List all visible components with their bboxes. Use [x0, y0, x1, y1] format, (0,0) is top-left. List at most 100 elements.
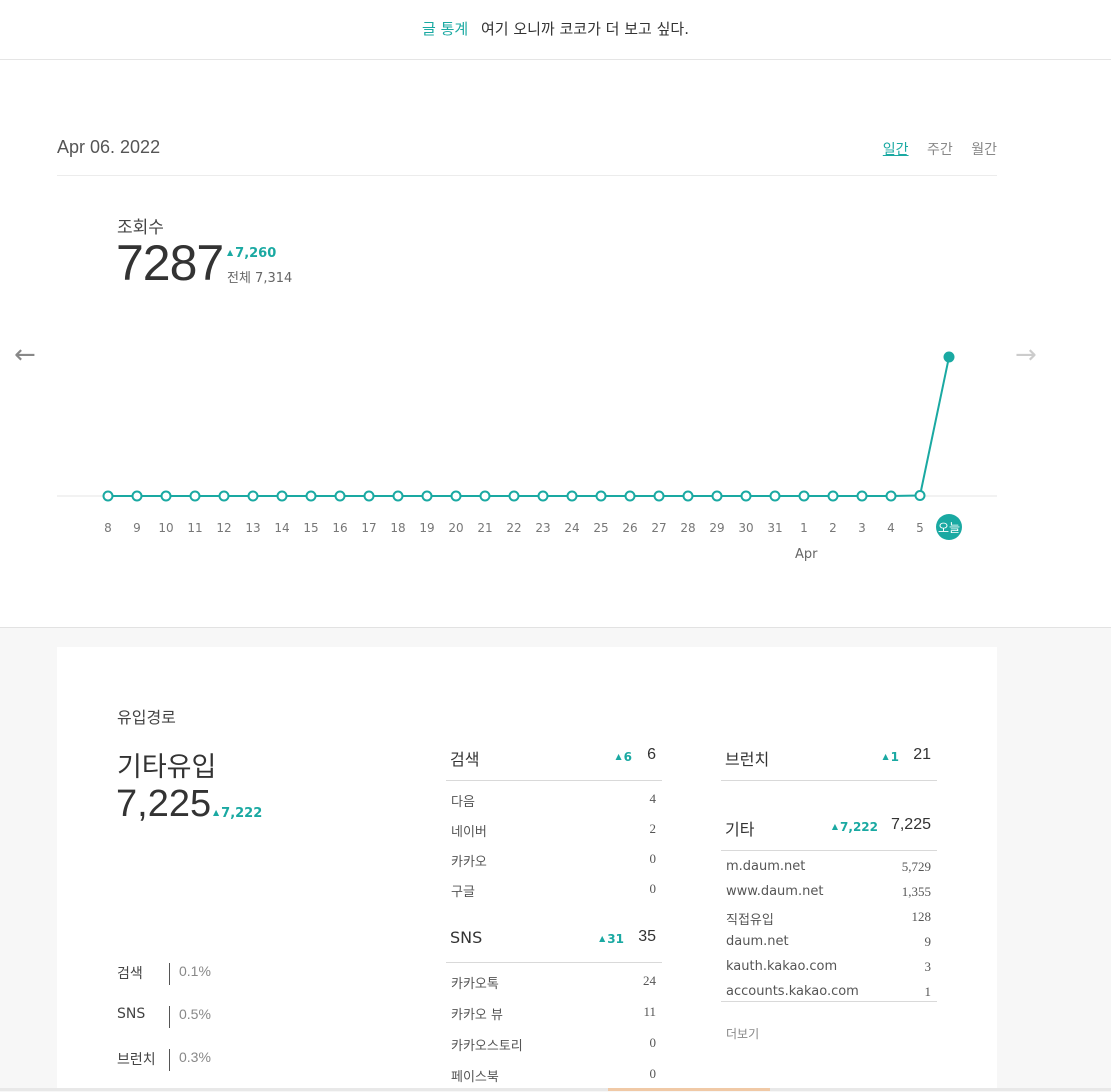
x-tick-label: 28	[680, 521, 695, 535]
share-label: 브런치	[117, 1052, 156, 1068]
today-badge	[936, 514, 962, 540]
data-point	[392, 490, 404, 502]
item-value: 0	[649, 1066, 657, 1081]
item-value: 0	[649, 881, 657, 896]
x-tick-label: 16	[332, 521, 347, 535]
share-percent: 0.1%	[179, 963, 211, 979]
item-value: 1	[924, 984, 932, 999]
x-tick-label: 3	[858, 521, 866, 535]
item-label: 카카오	[451, 855, 487, 870]
item-label: 직접유입	[726, 913, 774, 928]
referrer-title: 유입경로	[117, 708, 176, 727]
data-point	[479, 490, 491, 502]
up-triangle-icon: ▲	[227, 248, 234, 257]
list-item: 네이버 2	[446, 811, 662, 841]
up-triangle-icon: ▲	[882, 752, 889, 761]
item-label: 카카오스토리	[451, 1039, 523, 1054]
group-delta-value: 6	[623, 750, 632, 764]
group-header: 기타 ▲ 7,222 7,225	[721, 814, 937, 851]
date-header: Apr 06. 2022 일간 주간 월간	[57, 137, 997, 176]
x-tick-label: 30	[738, 521, 753, 535]
data-point	[537, 490, 549, 502]
referrer-panel	[57, 647, 997, 1091]
views-count: 7287	[116, 235, 224, 291]
share-label: SNS	[117, 1006, 146, 1022]
group-delta-value: 7,222	[840, 820, 878, 834]
item-value: 0	[649, 851, 657, 866]
item-label: 다음	[451, 795, 475, 810]
data-point	[595, 490, 607, 502]
x-tick-label: 25	[593, 521, 608, 535]
x-tick-label: 12	[216, 521, 231, 535]
x-tick-label: 20	[448, 521, 463, 535]
group-delta: ▲ 1	[882, 750, 899, 764]
tab-weekly[interactable]: 주간	[927, 142, 953, 158]
data-point	[450, 490, 462, 502]
x-tick-label: 23	[535, 521, 550, 535]
sns-group: SNS ▲ 31 35 카카오톡 24 카카오 뷰 11 카카오스토리 0 페이스북 0	[446, 926, 662, 1087]
data-point	[131, 490, 143, 502]
views-label: 조회수	[117, 218, 164, 238]
data-point	[508, 490, 520, 502]
group-value: 21	[913, 746, 931, 763]
list-item: 카카오스토리 0	[446, 1025, 662, 1056]
item-label: daum.net	[726, 934, 789, 949]
data-point	[566, 490, 578, 502]
share-percent: 0.5%	[179, 1006, 211, 1022]
list-item: www.daum.net 1,355	[721, 876, 937, 901]
header-accent-link[interactable]: 글 통계	[422, 20, 469, 38]
x-tick-label: 29	[709, 521, 724, 535]
x-tick-label: 19	[419, 521, 434, 535]
data-point	[682, 490, 694, 502]
group-name: 브런치	[725, 750, 770, 769]
month-label: Apr	[795, 547, 818, 562]
data-point	[653, 490, 665, 502]
group-delta-value: 31	[607, 932, 624, 946]
share-brunch: 브런치 0.3%	[117, 1049, 237, 1071]
top-header: 글 통계 여기 오니까 코코가 더 보고 싶다.	[0, 0, 1111, 60]
data-point	[276, 490, 288, 502]
arrow-left-icon[interactable]: ←	[14, 340, 36, 370]
tab-monthly[interactable]: 월간	[971, 142, 997, 158]
x-tick-label: 14	[274, 521, 289, 535]
more-link[interactable]: 더보기	[726, 1027, 760, 1041]
up-triangle-icon: ▲	[615, 752, 622, 761]
data-point	[421, 490, 433, 502]
top-referrer-label: 기타유입	[117, 752, 217, 783]
item-label: m.daum.net	[726, 859, 806, 874]
item-label: accounts.kakao.com	[726, 984, 859, 999]
x-tick-label: 13	[245, 521, 260, 535]
x-tick-label: 2	[829, 521, 837, 535]
views-line-chart: 8 9 10 11 12 13 14 15 16 17 18 19 20 21 22 23 24 25 26 27 28…	[57, 351, 997, 540]
group-value: 6	[647, 746, 656, 763]
list-item: kauth.kakao.com 3	[721, 951, 937, 976]
list-item: m.daum.net 5,729	[721, 851, 937, 876]
share-divider	[169, 1049, 170, 1071]
item-value: 3	[924, 959, 932, 974]
x-tick-label: 26	[622, 521, 637, 535]
list-item: 카카오 뷰 11	[446, 994, 662, 1025]
brunch-group: 브런치 ▲ 1 21	[721, 744, 937, 781]
item-value: 2	[649, 821, 657, 836]
item-value: 24	[643, 973, 656, 988]
group-delta: ▲ 6	[615, 750, 632, 764]
group-name: SNS	[450, 928, 483, 947]
data-point	[160, 490, 172, 502]
group-header: 브런치 ▲ 1 21	[721, 744, 937, 781]
tab-daily[interactable]: 일간	[882, 142, 909, 158]
top-referrer-count: 7,225	[116, 783, 212, 825]
top-referrer-delta-value: 7,222	[221, 806, 263, 821]
item-label: www.daum.net	[726, 884, 824, 899]
x-tick-label: 18	[390, 521, 405, 535]
views-delta-value: 7,260	[235, 246, 277, 261]
group-delta: ▲ 7,222	[832, 820, 878, 834]
item-value: 1,355	[901, 884, 931, 899]
list-item: accounts.kakao.com 1	[721, 976, 937, 1002]
share-label: 검색	[117, 966, 143, 982]
header-message: 여기 오니까 코코가 더 보고 싶다.	[480, 20, 689, 38]
item-value: 11	[643, 1004, 656, 1019]
group-header: 검색 ▲ 6 6	[446, 744, 662, 781]
x-tick-label: 10	[158, 521, 173, 535]
data-point	[827, 490, 839, 502]
arrow-right-icon[interactable]: →	[1015, 340, 1037, 370]
